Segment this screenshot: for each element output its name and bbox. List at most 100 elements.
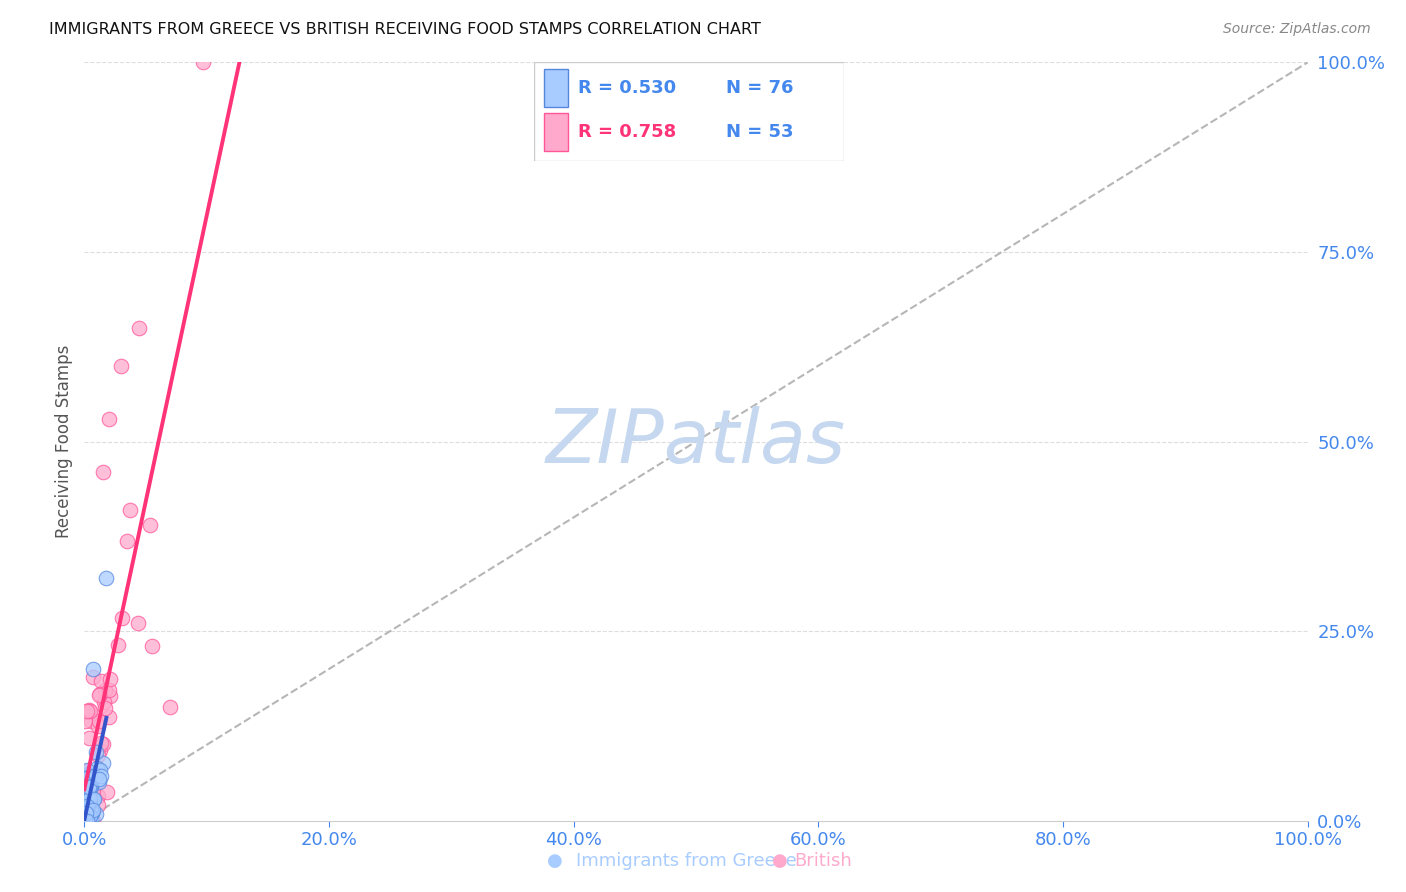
Point <box>141 639 163 653</box>
Point <box>80 814 103 828</box>
Point <box>82 814 104 828</box>
Point <box>73 798 96 813</box>
Point <box>127 616 149 631</box>
Point <box>83 766 105 780</box>
Point <box>79 769 101 783</box>
Point <box>82 662 104 676</box>
Point <box>86 761 108 775</box>
Point <box>77 780 100 795</box>
Point <box>77 809 100 823</box>
Point <box>80 805 103 820</box>
Point <box>91 465 114 479</box>
Point <box>75 814 97 828</box>
Point <box>79 766 101 780</box>
Point <box>75 714 97 728</box>
Point <box>82 670 104 684</box>
Point <box>77 802 100 816</box>
Point <box>139 517 162 532</box>
Point <box>76 799 98 814</box>
Point <box>107 638 129 652</box>
Point <box>77 776 100 790</box>
Point <box>79 801 101 815</box>
Point <box>93 695 115 709</box>
Point <box>128 320 150 334</box>
Point <box>76 704 98 718</box>
Point <box>84 807 107 822</box>
Point <box>73 798 96 813</box>
Point <box>94 682 117 697</box>
Point <box>76 805 98 819</box>
Point <box>76 814 98 828</box>
Text: ●: ● <box>772 852 789 870</box>
Point <box>76 814 98 828</box>
Point <box>73 814 96 828</box>
Point <box>75 814 97 828</box>
Point <box>75 790 97 805</box>
Point <box>76 763 98 777</box>
Point <box>76 787 98 801</box>
Point <box>75 800 97 814</box>
Point <box>84 745 107 759</box>
Point <box>98 689 121 703</box>
Point <box>77 790 100 805</box>
Point <box>76 786 98 800</box>
Point <box>75 803 97 817</box>
Point <box>98 710 121 724</box>
Point <box>77 814 100 828</box>
Point <box>117 533 139 548</box>
Point <box>159 699 181 714</box>
Point <box>73 804 96 818</box>
Point <box>90 769 112 783</box>
Point <box>75 814 97 828</box>
Point <box>82 790 104 805</box>
Point <box>98 672 121 686</box>
Point <box>76 814 98 828</box>
Point <box>191 55 214 70</box>
Text: ZIPatlas: ZIPatlas <box>546 406 846 477</box>
Point <box>80 714 103 729</box>
Text: ●: ● <box>547 852 564 870</box>
Point <box>76 774 98 789</box>
Point <box>89 763 111 777</box>
Point <box>80 778 103 792</box>
Point <box>98 683 121 698</box>
Point <box>80 780 103 795</box>
Point <box>76 803 98 817</box>
Text: Immigrants from Greece: Immigrants from Greece <box>576 852 797 870</box>
Point <box>86 798 108 813</box>
Point <box>87 772 110 786</box>
Point <box>75 804 97 818</box>
Point <box>89 686 111 700</box>
Point <box>86 719 108 733</box>
Point <box>84 768 107 782</box>
Text: IMMIGRANTS FROM GREECE VS BRITISH RECEIVING FOOD STAMPS CORRELATION CHART: IMMIGRANTS FROM GREECE VS BRITISH RECEIV… <box>49 22 761 37</box>
Point <box>76 799 98 814</box>
Point <box>82 776 104 790</box>
Point <box>75 812 97 826</box>
Point <box>73 814 96 828</box>
Point <box>79 796 101 810</box>
Y-axis label: Receiving Food Stamps: Receiving Food Stamps <box>55 345 73 538</box>
Point <box>76 813 98 827</box>
Point <box>111 610 134 624</box>
Point <box>76 810 98 824</box>
Point <box>73 814 96 828</box>
Point <box>73 814 96 828</box>
Point <box>79 703 101 717</box>
Point <box>91 737 114 751</box>
Text: N = 76: N = 76 <box>725 79 793 97</box>
Point <box>76 794 98 808</box>
Text: N = 53: N = 53 <box>725 123 793 141</box>
Point <box>97 412 120 426</box>
Point <box>91 756 114 770</box>
Point <box>87 774 110 789</box>
Point <box>75 797 97 812</box>
Point <box>79 812 101 826</box>
Text: Source: ZipAtlas.com: Source: ZipAtlas.com <box>1223 22 1371 37</box>
Point <box>76 814 98 828</box>
Point <box>76 814 98 828</box>
Point <box>75 800 97 814</box>
Text: R = 0.758: R = 0.758 <box>578 123 676 141</box>
Point <box>75 806 97 821</box>
Point <box>87 789 110 803</box>
